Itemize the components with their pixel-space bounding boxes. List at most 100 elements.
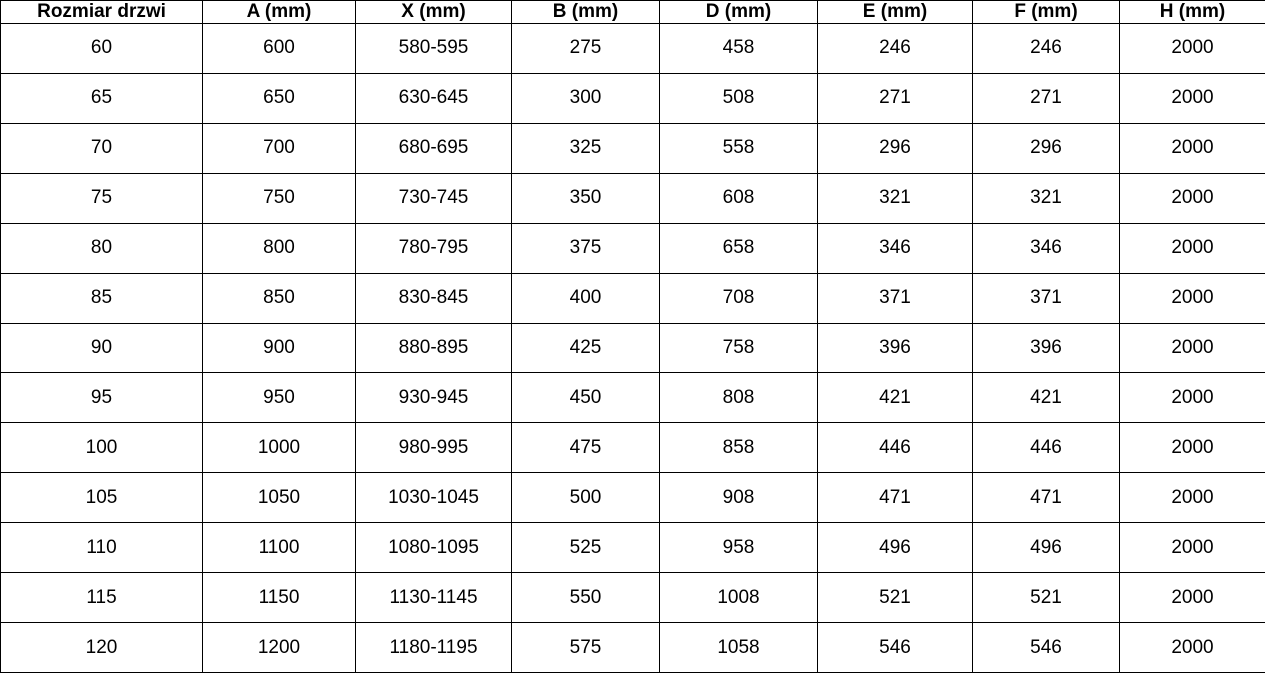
table-cell: 321 bbox=[817, 172, 973, 224]
table-cell: 496 bbox=[972, 522, 1120, 574]
table-row: 115 1150 1130-1145 550 1008 521 521 2000 bbox=[0, 572, 1265, 624]
table-cell: 575 bbox=[511, 622, 660, 673]
table-cell: 708 bbox=[659, 272, 818, 324]
table-cell: 500 bbox=[511, 472, 660, 524]
table-cell: 446 bbox=[817, 422, 973, 474]
table-row: 65 650 630-645 300 508 271 271 2000 bbox=[0, 72, 1265, 124]
table-cell: 475 bbox=[511, 422, 660, 474]
table-cell: 1030-1045 bbox=[355, 472, 512, 524]
table-cell: 471 bbox=[972, 472, 1120, 524]
table-cell: 908 bbox=[659, 472, 818, 524]
table-row: 75 750 730-745 350 608 321 321 2000 bbox=[0, 172, 1265, 224]
table-cell: 346 bbox=[972, 222, 1120, 274]
column-header: E (mm) bbox=[817, 0, 973, 24]
table-cell: 321 bbox=[972, 172, 1120, 224]
table-row: 80 800 780-795 375 658 346 346 2000 bbox=[0, 222, 1265, 274]
table-cell: 120 bbox=[0, 622, 203, 673]
table-cell: 70 bbox=[0, 122, 203, 174]
table-cell: 325 bbox=[511, 122, 660, 174]
table-cell: 1200 bbox=[202, 622, 356, 673]
table-cell: 858 bbox=[659, 422, 818, 474]
table-cell: 2000 bbox=[1119, 23, 1265, 74]
table-cell: 2000 bbox=[1119, 172, 1265, 224]
table-cell: 458 bbox=[659, 23, 818, 74]
table-cell: 1058 bbox=[659, 622, 818, 673]
table-cell: 90 bbox=[0, 322, 203, 374]
table-row: 105 1050 1030-1045 500 908 471 471 2000 bbox=[0, 472, 1265, 524]
table-cell: 2000 bbox=[1119, 272, 1265, 324]
table-cell: 496 bbox=[817, 522, 973, 574]
table-cell: 350 bbox=[511, 172, 660, 224]
table-cell: 780-795 bbox=[355, 222, 512, 274]
table-cell: 271 bbox=[817, 72, 973, 124]
table-cell: 730-745 bbox=[355, 172, 512, 224]
table-row: 120 1200 1180-1195 575 1058 546 546 2000 bbox=[0, 622, 1265, 673]
table-row: 110 1100 1080-1095 525 958 496 496 2000 bbox=[0, 522, 1265, 574]
table-cell: 2000 bbox=[1119, 372, 1265, 424]
table-cell: 400 bbox=[511, 272, 660, 324]
table-cell: 421 bbox=[817, 372, 973, 424]
table-cell: 650 bbox=[202, 72, 356, 124]
table-row: 70 700 680-695 325 558 296 296 2000 bbox=[0, 122, 1265, 174]
table-cell: 521 bbox=[817, 572, 973, 624]
table-cell: 930-945 bbox=[355, 372, 512, 424]
table-cell: 65 bbox=[0, 72, 203, 124]
table-cell: 60 bbox=[0, 23, 203, 74]
table-cell: 658 bbox=[659, 222, 818, 274]
table-cell: 2000 bbox=[1119, 622, 1265, 673]
table-cell: 880-895 bbox=[355, 322, 512, 374]
column-header: A (mm) bbox=[202, 0, 356, 24]
table-cell: 296 bbox=[972, 122, 1120, 174]
table-cell: 1100 bbox=[202, 522, 356, 574]
table-cell: 680-695 bbox=[355, 122, 512, 174]
table-cell: 1050 bbox=[202, 472, 356, 524]
column-header: H (mm) bbox=[1119, 0, 1265, 24]
table-cell: 275 bbox=[511, 23, 660, 74]
table-cell: 375 bbox=[511, 222, 660, 274]
table-cell: 958 bbox=[659, 522, 818, 574]
column-header: D (mm) bbox=[659, 0, 818, 24]
table-cell: 525 bbox=[511, 522, 660, 574]
table-cell: 246 bbox=[972, 23, 1120, 74]
table-cell: 85 bbox=[0, 272, 203, 324]
table-cell: 346 bbox=[817, 222, 973, 274]
table-cell: 830-845 bbox=[355, 272, 512, 324]
table-cell: 100 bbox=[0, 422, 203, 474]
table-cell: 1130-1145 bbox=[355, 572, 512, 624]
table-cell: 296 bbox=[817, 122, 973, 174]
table-row: 95 950 930-945 450 808 421 421 2000 bbox=[0, 372, 1265, 424]
table-cell: 471 bbox=[817, 472, 973, 524]
column-header: Rozmiar drzwi bbox=[0, 0, 203, 24]
table-cell: 580-595 bbox=[355, 23, 512, 74]
table-cell: 371 bbox=[817, 272, 973, 324]
table-cell: 980-995 bbox=[355, 422, 512, 474]
table-cell: 446 bbox=[972, 422, 1120, 474]
table-cell: 546 bbox=[817, 622, 973, 673]
table-cell: 550 bbox=[511, 572, 660, 624]
table-cell: 396 bbox=[972, 322, 1120, 374]
table-cell: 1180-1195 bbox=[355, 622, 512, 673]
table-cell: 105 bbox=[0, 472, 203, 524]
table-cell: 2000 bbox=[1119, 522, 1265, 574]
table-cell: 425 bbox=[511, 322, 660, 374]
table-cell: 546 bbox=[972, 622, 1120, 673]
table-cell: 600 bbox=[202, 23, 356, 74]
table-cell: 246 bbox=[817, 23, 973, 74]
table-cell: 850 bbox=[202, 272, 356, 324]
table-cell: 558 bbox=[659, 122, 818, 174]
table-cell: 630-645 bbox=[355, 72, 512, 124]
table-row: 100 1000 980-995 475 858 446 446 2000 bbox=[0, 422, 1265, 474]
table-cell: 750 bbox=[202, 172, 356, 224]
column-header: F (mm) bbox=[972, 0, 1120, 24]
table-cell: 2000 bbox=[1119, 72, 1265, 124]
table-cell: 396 bbox=[817, 322, 973, 374]
table-cell: 950 bbox=[202, 372, 356, 424]
table-cell: 700 bbox=[202, 122, 356, 174]
table-cell: 2000 bbox=[1119, 472, 1265, 524]
table-cell: 758 bbox=[659, 322, 818, 374]
table-cell: 115 bbox=[0, 572, 203, 624]
table-row: 90 900 880-895 425 758 396 396 2000 bbox=[0, 322, 1265, 374]
table-cell: 80 bbox=[0, 222, 203, 274]
table-cell: 75 bbox=[0, 172, 203, 224]
